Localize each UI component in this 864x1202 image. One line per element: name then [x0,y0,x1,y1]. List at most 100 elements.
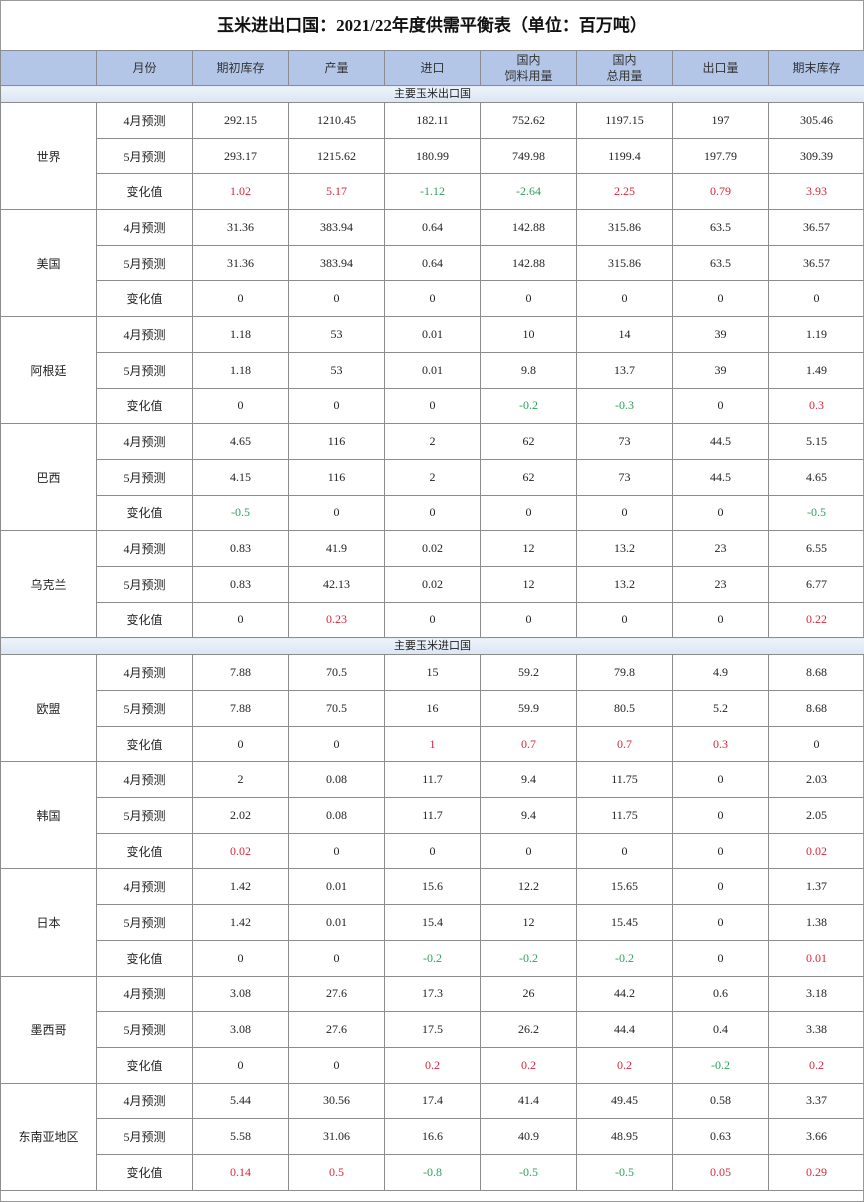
value-cell: 7.88 [192,654,289,691]
value-cell: 9.4 [480,761,577,799]
value-cell: 39 [672,316,769,353]
row-label: 5月预测 [96,1118,193,1155]
row-label: 5月预测 [96,1011,193,1048]
row-label: 4月预测 [96,654,193,691]
value-cell: 53 [288,316,385,353]
value-cell: 7.88 [192,690,289,727]
value-cell: 15.65 [576,868,673,906]
value-cell: 0 [192,601,289,639]
section-row: 主要玉米进口国 [0,637,864,656]
value-cell: 3.18 [768,975,864,1013]
value-cell: 2.03 [768,761,864,799]
value-cell: 30.56 [288,1082,385,1120]
value-cell: 0.79 [672,173,769,211]
value-cell: 12 [480,904,577,941]
value-cell: 48.95 [576,1118,673,1155]
row-label: 变化值 [96,832,193,870]
value-cell: -0.5 [576,1153,673,1191]
country-name: 世界 [0,101,97,211]
value-cell: 0.2 [576,1046,673,1084]
table-row: 变化值 0 0.23 0 0 0 0 0.22 [1,601,864,639]
value-cell: 59.2 [480,654,577,691]
value-cell: 0.01 [768,939,864,977]
row-label: 变化值 [96,1153,193,1191]
table-title: 玉米进出口国：2021/22年度供需平衡表（单位：百万吨） [1,1,863,52]
value-cell: 1.42 [192,904,289,941]
row-label: 变化值 [96,1046,193,1084]
value-cell: 0.7 [480,725,577,763]
value-cell: 44.2 [576,975,673,1013]
value-cell: 0 [384,601,481,639]
value-cell: 293.17 [192,137,289,175]
value-cell: 17.4 [384,1082,481,1120]
value-cell: 3.66 [768,1118,864,1155]
value-cell: 2 [192,761,289,799]
value-cell: 4.65 [192,423,289,460]
value-cell: 14 [576,316,673,353]
value-cell: 4.9 [672,654,769,691]
country-name: 欧盟 [0,654,97,763]
country-name: 韩国 [0,761,97,870]
value-cell: 5.44 [192,1082,289,1120]
value-cell: 63.5 [672,209,769,246]
value-cell: 2.05 [768,797,864,834]
value-cell: 0 [672,832,769,870]
value-cell: 1.02 [192,173,289,211]
value-cell: 11.75 [576,797,673,834]
value-cell: 73 [576,458,673,496]
value-cell: 0 [480,832,577,870]
value-cell: 0.05 [672,1153,769,1191]
value-cell: 1.38 [768,904,864,941]
value-cell: 142.88 [480,209,577,246]
value-cell: 27.6 [288,1011,385,1048]
value-cell: 0 [672,939,769,977]
value-cell: 17.3 [384,975,481,1013]
value-cell: 0.58 [672,1082,769,1120]
value-cell: 26 [480,975,577,1013]
row-label: 变化值 [96,494,193,532]
value-cell: 0 [768,280,864,318]
value-cell: -2.64 [480,173,577,211]
table-row: 变化值 0 0 0 0 0 0 0 [1,280,864,318]
value-cell: -0.2 [576,939,673,977]
supply-demand-table: 月份 期初库存 产量 进口 国内 饲料用量 国内 总用量 出口量 期末库存 主要玉米出口国 世界 4月… [0,50,864,1191]
table-row: 乌克兰 4月预测 0.83 41.9 0.02 12 13.2 23 6.55 [0,530,864,639]
value-cell: 44.5 [672,458,769,496]
row-label: 4月预测 [96,868,193,906]
value-cell: 1197.15 [576,102,673,139]
table-row: 美国 4月预测 31.36 383.94 0.64 142.88 315.86 63.5 36.… [0,209,864,318]
table-row: 阿根廷 4月预测 1.18 53 0.01 10 14 39 1.19 [0,316,864,425]
value-cell: 0.6 [672,975,769,1013]
value-cell: 383.94 [288,209,385,246]
value-cell: 4.15 [192,458,289,496]
value-cell: 0.01 [384,316,481,353]
table-row: 变化值 0.02 0 0 0 0 0 0.02 [1,832,864,870]
value-cell: 0.08 [288,761,385,799]
value-cell: 0 [672,868,769,906]
value-cell: 0.2 [384,1046,481,1084]
value-cell: 80.5 [576,690,673,727]
value-cell: 0.14 [192,1153,289,1191]
column-header: 国内 总用量 [576,50,673,86]
value-cell: 11.7 [384,797,481,834]
value-cell: 12 [480,565,577,603]
value-cell: 0.83 [192,565,289,603]
value-cell: -0.2 [672,1046,769,1084]
row-label: 变化值 [96,939,193,977]
value-cell: 8.68 [768,690,864,727]
table-row: 5月预测 1.42 0.01 15.4 12 15.45 0 1.38 [1,904,864,941]
value-cell: 1.37 [768,868,864,906]
row-label: 4月预测 [96,761,193,799]
value-cell: -0.5 [480,1153,577,1191]
row-label: 4月预测 [96,1082,193,1120]
value-cell: 0.02 [384,565,481,603]
value-cell: 3.37 [768,1082,864,1120]
value-cell: 142.88 [480,244,577,282]
value-cell: 0 [672,280,769,318]
value-cell: 0 [288,494,385,532]
value-cell: 0.64 [384,209,481,246]
value-cell: 31.36 [192,209,289,246]
value-cell: 0 [192,280,289,318]
value-cell: 44.4 [576,1011,673,1048]
value-cell: 749.98 [480,137,577,175]
